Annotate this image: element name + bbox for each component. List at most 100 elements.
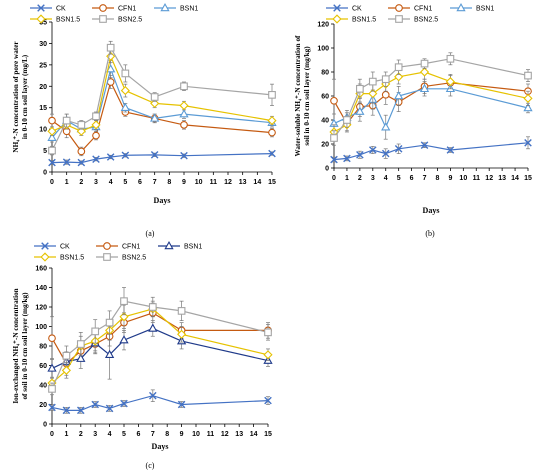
- data-point: [77, 147, 86, 156]
- x-tick-label: 4: [108, 431, 112, 438]
- legend-item: BSN1.5: [326, 14, 376, 24]
- y-tick-label: 25: [39, 62, 47, 69]
- legend-item: BSN2.5: [96, 253, 146, 262]
- data-point: [180, 82, 188, 91]
- data-point: [120, 399, 128, 408]
- legend-item: CFN1: [92, 4, 136, 13]
- x-tick-label: 6: [410, 175, 414, 182]
- data-point: [394, 63, 403, 72]
- data-point: [48, 158, 56, 167]
- data-point: [48, 334, 56, 343]
- series-line: [333, 58, 529, 139]
- data-point: [92, 112, 100, 121]
- y-tick-label: 140: [35, 285, 47, 292]
- x-tick-label: 12: [224, 179, 232, 186]
- y-tick-label: 30: [39, 41, 47, 48]
- data-point: [77, 406, 85, 415]
- y-axis-label-line: soil in 0-10 cm soil layer (mg/kg): [303, 46, 311, 146]
- x-tick-label: 9: [182, 179, 186, 186]
- x-tick-label: 12: [221, 431, 229, 438]
- legend-marker-icon: [160, 2, 170, 12]
- data-point: [105, 404, 114, 413]
- legend-label: CK: [60, 244, 70, 251]
- x-tick-label: 15: [264, 431, 272, 438]
- x-axis-label: Days: [423, 206, 440, 215]
- data-point: [394, 90, 404, 100]
- data-point: [47, 126, 57, 136]
- legend-item: BSN1: [158, 240, 202, 251]
- x-tick-label: 15: [268, 179, 276, 186]
- legend-label: CFN1: [118, 6, 136, 13]
- data-point: [62, 406, 71, 415]
- legend-label: BSN1.5: [60, 255, 84, 262]
- y-tick-label: 40: [39, 383, 47, 390]
- x-tick-label: 7: [153, 179, 157, 186]
- legend-label: BSN1: [184, 244, 202, 251]
- series-line: [51, 46, 273, 151]
- x-axis-label: Days: [152, 442, 169, 451]
- y-axis-label: Ion-exchanged NH₄⁺-N concentrationof soi…: [12, 288, 29, 403]
- data-point: [420, 141, 429, 149]
- data-point: [381, 90, 390, 99]
- y-tick-label: 100: [35, 324, 47, 331]
- x-tick-label: 8: [165, 431, 169, 438]
- panel-label: (a): [146, 229, 155, 238]
- series-line: [333, 71, 529, 133]
- legend-item: BSN1.5: [34, 252, 84, 262]
- x-tick-label: 3: [371, 175, 375, 182]
- legend-item: BSN1.5: [30, 14, 80, 24]
- data-point: [264, 328, 272, 337]
- data-point: [524, 139, 532, 147]
- data-point: [330, 155, 338, 164]
- x-tick-label: 7: [423, 175, 427, 182]
- x-tick-label: 10: [459, 175, 467, 182]
- x-tick-label: 3: [94, 179, 98, 186]
- y-tick-label: 60: [321, 94, 329, 101]
- y-tick-label: 20: [39, 84, 47, 91]
- data-point: [369, 146, 377, 154]
- data-point: [524, 71, 532, 80]
- data-point: [179, 100, 189, 111]
- data-point: [77, 158, 86, 167]
- data-point: [268, 91, 276, 99]
- data-point: [381, 149, 390, 158]
- x-tick-label: 0: [50, 179, 54, 186]
- legend-item: CK: [34, 242, 70, 251]
- data-point: [179, 109, 189, 118]
- data-point: [119, 335, 129, 344]
- panel-label: (b): [425, 229, 435, 238]
- x-tick-label: 10: [195, 179, 203, 186]
- data-point: [523, 102, 533, 112]
- x-tick-label: 9: [180, 431, 184, 438]
- data-point: [446, 146, 455, 154]
- data-point: [121, 151, 130, 160]
- legend-item: CK: [326, 4, 362, 13]
- data-point: [419, 67, 430, 77]
- data-point: [91, 120, 101, 130]
- data-point: [330, 134, 338, 142]
- x-tick-label: 6: [136, 431, 140, 438]
- y-tick-label: 60: [39, 363, 47, 370]
- series-ck: [48, 389, 272, 415]
- data-point: [48, 146, 56, 155]
- series-ck: [330, 136, 532, 164]
- data-point: [268, 128, 276, 137]
- x-tick-label: 11: [210, 179, 218, 186]
- data-point: [106, 153, 115, 161]
- legend-marker-icon: [164, 240, 174, 250]
- legend-label: BSN2.5: [118, 17, 142, 24]
- legend-label: BSN1.5: [56, 17, 80, 24]
- series-bsn2-5: [330, 52, 532, 146]
- data-point: [48, 385, 56, 393]
- series-line: [51, 312, 268, 365]
- data-point: [48, 116, 56, 125]
- y-tick-label: 160: [35, 266, 47, 273]
- data-point: [150, 113, 160, 122]
- data-point: [149, 391, 157, 400]
- data-point: [91, 327, 100, 336]
- x-tick-label: 5: [122, 431, 126, 438]
- data-point: [47, 132, 57, 141]
- y-tick-label: 20: [39, 402, 47, 409]
- y-tick-label: 35: [39, 20, 47, 27]
